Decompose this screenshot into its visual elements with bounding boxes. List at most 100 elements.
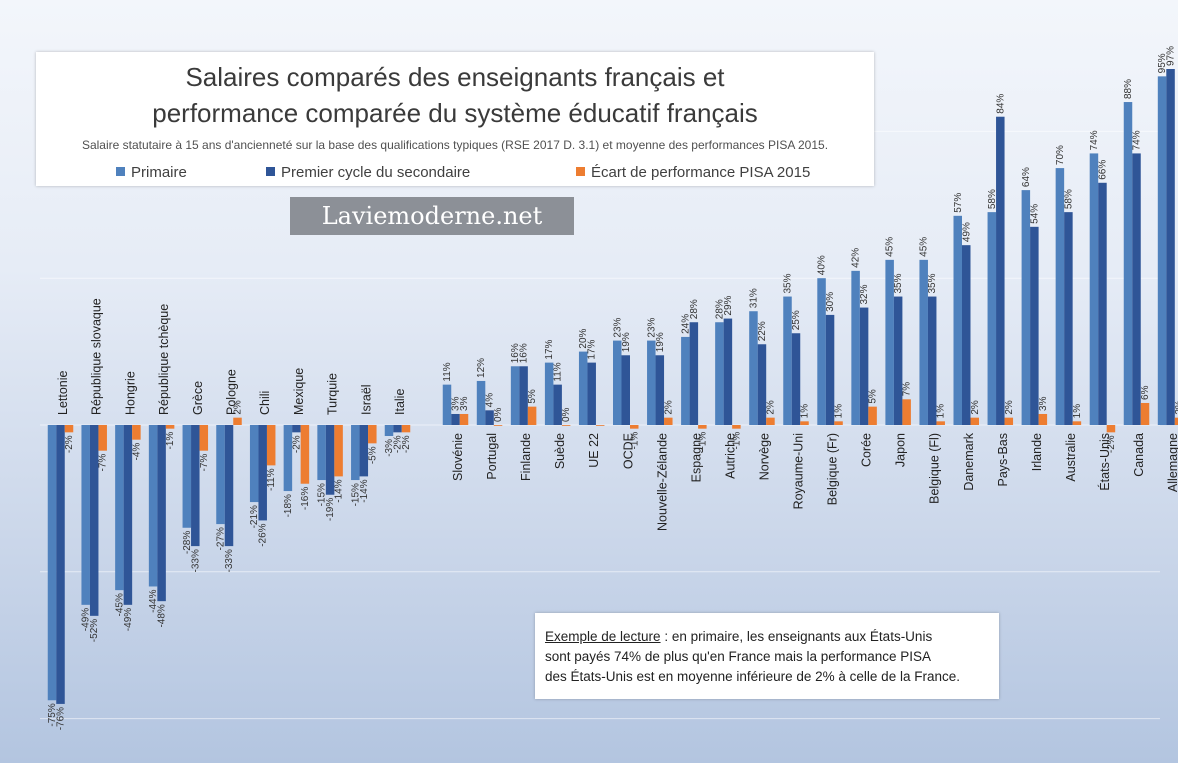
data-label-1-9: -14% bbox=[359, 479, 370, 502]
bar-1-3 bbox=[157, 425, 166, 602]
data-label-2-3: -1% bbox=[165, 432, 176, 450]
data-label-0-16: 23% bbox=[612, 317, 623, 337]
legend-item-pisa: Écart de performance PISA 2015 bbox=[576, 164, 810, 181]
data-label-1-0: -76% bbox=[56, 707, 67, 730]
data-label-1-21: 25% bbox=[791, 310, 802, 330]
bar-2-15 bbox=[595, 425, 605, 426]
data-label-0-21: 35% bbox=[783, 273, 794, 293]
bar-0-6 bbox=[249, 425, 259, 503]
category-label: Nouvelle-Zélande bbox=[655, 433, 669, 531]
bar-0-29 bbox=[1055, 168, 1065, 425]
bar-2-21 bbox=[800, 421, 809, 425]
bar-1-19 bbox=[723, 318, 733, 425]
data-label-1-12: 4% bbox=[485, 393, 496, 408]
category-label: Autriche bbox=[723, 433, 737, 479]
data-label-2-1: -7% bbox=[98, 454, 109, 472]
legend-label-pisa: Écart de performance PISA 2015 bbox=[591, 164, 811, 181]
bar-2-2 bbox=[132, 425, 141, 440]
data-label-2-0: -2% bbox=[64, 435, 75, 453]
data-label-0-15: 20% bbox=[578, 328, 589, 348]
bar-1-24 bbox=[893, 296, 903, 425]
bar-2-31 bbox=[1140, 402, 1150, 425]
bar-0-27 bbox=[987, 212, 997, 425]
bar-1-8 bbox=[325, 425, 335, 495]
data-label-2-17: 2% bbox=[663, 400, 674, 415]
data-label-1-11: 3% bbox=[451, 396, 462, 411]
category-label: Corée bbox=[860, 433, 874, 467]
bar-2-16 bbox=[630, 425, 639, 429]
category-label: Pays-Bas bbox=[996, 433, 1010, 487]
data-label-2-16: -1% bbox=[629, 432, 640, 450]
data-label-2-22: 1% bbox=[834, 404, 845, 419]
bar-2-28 bbox=[1038, 413, 1048, 425]
bar-0-13 bbox=[510, 366, 520, 425]
bar-0-11 bbox=[442, 384, 452, 425]
bar-2-11 bbox=[459, 413, 469, 425]
data-label-2-24: 7% bbox=[902, 382, 913, 397]
data-label-0-8: -15% bbox=[317, 483, 328, 506]
data-label-1-28: 54% bbox=[1029, 204, 1040, 224]
bar-2-29 bbox=[1072, 421, 1082, 425]
data-label-2-19: -1% bbox=[731, 432, 742, 450]
bar-1-15 bbox=[587, 362, 596, 425]
bar-0-4 bbox=[182, 425, 192, 528]
bar-0-14 bbox=[544, 362, 554, 425]
bar-1-4 bbox=[191, 425, 200, 547]
bar-2-13 bbox=[527, 406, 537, 425]
bar-0-15 bbox=[578, 351, 588, 425]
data-label-1-17: 19% bbox=[655, 332, 666, 352]
data-label-2-2: -4% bbox=[131, 443, 142, 461]
bar-1-10 bbox=[393, 425, 402, 433]
data-label-1-10: -2% bbox=[393, 435, 404, 453]
category-label: Portugal bbox=[485, 433, 499, 480]
data-label-1-13: 16% bbox=[519, 343, 530, 363]
data-label-1-32: 97% bbox=[1166, 46, 1177, 66]
data-label-1-27: 84% bbox=[995, 94, 1006, 114]
bar-2-14 bbox=[561, 425, 571, 426]
category-label: OCDE bbox=[621, 433, 635, 469]
note-label: Exemple de lecture bbox=[545, 629, 661, 644]
bar-0-12 bbox=[476, 380, 486, 425]
data-label-0-13: 16% bbox=[510, 343, 521, 363]
watermark: Laviemoderne.net bbox=[290, 197, 574, 235]
bar-2-8 bbox=[334, 425, 343, 477]
category-labels: Lettonie République slovaque Hongrie Républ… bbox=[56, 298, 1178, 531]
category-label: Danemark bbox=[962, 432, 976, 490]
bar-2-32 bbox=[1174, 417, 1178, 425]
bar-1-7 bbox=[292, 425, 301, 433]
category-label: Israël bbox=[359, 384, 373, 415]
bar-2-5 bbox=[233, 417, 242, 425]
bar-2-1 bbox=[98, 425, 107, 451]
data-label-1-19: 29% bbox=[723, 295, 734, 315]
chart-subtitle: Salaire statutaire à 15 ans d'ancienneté… bbox=[81, 138, 829, 152]
bar-0-30 bbox=[1089, 153, 1099, 426]
category-label: Allemagne bbox=[1166, 433, 1178, 492]
data-label-2-26: 2% bbox=[970, 400, 981, 415]
data-label-1-5: -33% bbox=[224, 549, 235, 572]
bar-1-32 bbox=[1166, 69, 1175, 425]
legend-item-primaire: Primaire bbox=[116, 164, 187, 181]
data-label-0-20: 31% bbox=[748, 288, 759, 308]
data-label-0-11: 11% bbox=[442, 362, 453, 381]
bar-1-2 bbox=[123, 425, 133, 605]
data-label-2-10: -2% bbox=[401, 435, 412, 453]
data-label-2-31: 6% bbox=[1140, 385, 1151, 400]
data-label-2-23: 5% bbox=[868, 389, 879, 404]
bar-0-28 bbox=[1021, 190, 1031, 425]
bar-1-22 bbox=[825, 314, 835, 425]
data-label-1-22: 30% bbox=[825, 292, 836, 312]
category-label: Canada bbox=[1132, 433, 1146, 477]
bar-0-19 bbox=[715, 322, 724, 425]
bar-0-23 bbox=[851, 270, 860, 425]
data-label-2-28: 3% bbox=[1038, 396, 1049, 411]
category-label: Norvège bbox=[757, 433, 771, 480]
bar-0-5 bbox=[216, 425, 225, 525]
data-label-2-25: 1% bbox=[936, 404, 947, 419]
bar-0-22 bbox=[817, 278, 826, 425]
data-label-1-2: -49% bbox=[123, 608, 134, 631]
data-label-1-15: 17% bbox=[587, 339, 598, 359]
bar-2-10 bbox=[401, 425, 411, 433]
bar-0-32 bbox=[1157, 76, 1167, 425]
bar-0-18 bbox=[681, 336, 690, 425]
bar-1-26 bbox=[962, 245, 971, 425]
